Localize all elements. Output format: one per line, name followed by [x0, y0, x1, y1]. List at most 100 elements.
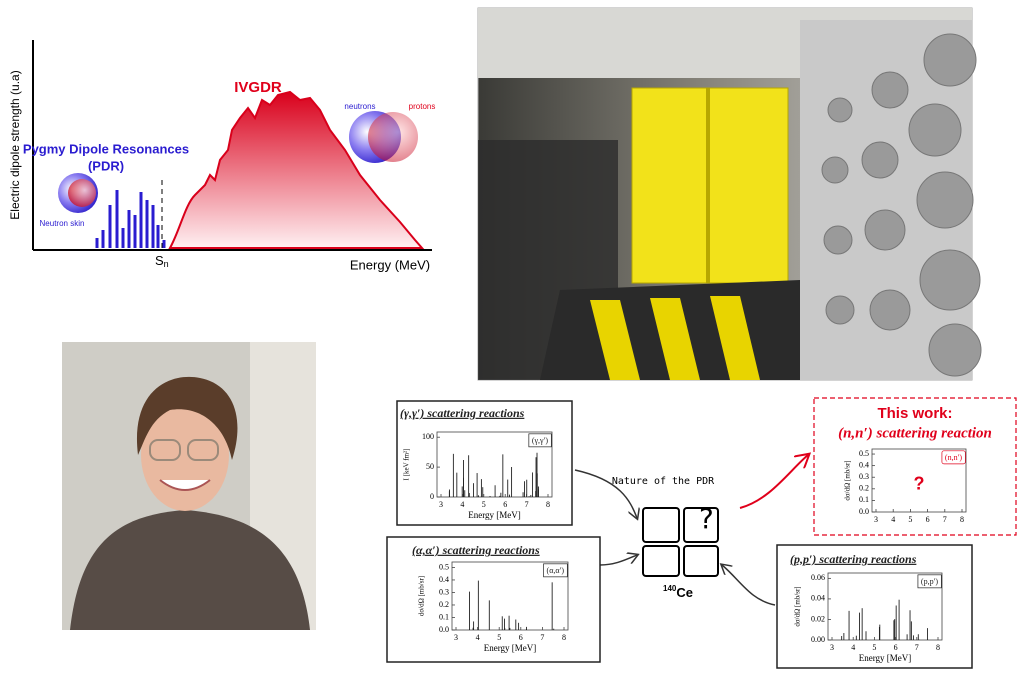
plot-frame	[871, 448, 967, 513]
pdr-label-line1: Pygmy Dipole Resonances	[23, 141, 189, 156]
protons-label: protons	[409, 102, 436, 111]
y-tick-label: 0.3	[439, 587, 449, 596]
panel-frame	[776, 544, 973, 669]
x-tick-label: 8	[562, 633, 566, 642]
reaction-panel: This work: (n,n′) scattering reaction 0.0 0…	[813, 397, 1017, 536]
panel-title: (n,n′) scattering reaction	[838, 425, 992, 441]
y-tick-label: 0.2	[439, 600, 449, 609]
y-tick-label: 100	[422, 432, 434, 441]
x-tick-label: 6	[926, 515, 930, 524]
neutrons-label: neutrons	[344, 102, 375, 111]
x-axis-label: Energy [MeV]	[468, 510, 521, 520]
y-tick-label: 0.5	[859, 449, 869, 458]
panel-tag-frame	[941, 450, 966, 465]
panel-title: (p,p′) scattering reactions	[790, 552, 917, 566]
threshold-main: S	[155, 253, 164, 268]
x-tick-label: 3	[439, 500, 443, 509]
reaction-panels: (γ,γ′) scattering reactions 0 50 100 3 4 5 6 7 8 E…	[386, 397, 1017, 669]
placeholder: ?	[914, 473, 925, 493]
threshold-label: Sn	[155, 253, 169, 269]
x-tick-label: 5	[497, 633, 501, 642]
panel-title: (α,α′) scattering reactions	[412, 543, 540, 557]
panel-frame	[386, 536, 601, 663]
x-tick-label: 3	[454, 633, 458, 642]
x-tick-label: 5	[908, 515, 912, 524]
x-axis-label: Energy [MeV]	[859, 653, 912, 663]
panel-tag-frame	[543, 563, 568, 578]
nucleus-symbol: Ce	[676, 585, 693, 600]
y-tick-label: 0.4	[439, 575, 449, 584]
x-tick-label: 7	[540, 633, 544, 642]
reaction-panel: (p,p′) scattering reactions 0.00 0.02 0.04 0…	[776, 544, 973, 669]
y-tick-label: 0.02	[811, 614, 825, 623]
panel-tag: (γ,γ′)	[532, 436, 548, 445]
pdr-figure: Electric dipole strength (u.a) Energy (M…	[8, 40, 435, 272]
portrait-photo	[62, 342, 316, 630]
y-tick-label: 0.2	[859, 484, 869, 493]
y-tick-label: 0.3	[859, 472, 869, 481]
puzzle-icon	[642, 507, 719, 577]
proton-sphere	[368, 112, 418, 162]
y-axis-label: dσ/dΩ [mb/sr]	[844, 460, 852, 500]
x-tick-label: 3	[874, 515, 878, 524]
nucleus-label: 140Ce	[663, 584, 693, 600]
x-tick-label: 4	[891, 515, 895, 524]
x-axis-label: Energy [MeV]	[484, 643, 537, 653]
pdr-label-line2: (PDR)	[88, 158, 124, 173]
panel-title: (γ,γ′) scattering reactions	[400, 406, 525, 420]
arrow-proton	[722, 565, 776, 606]
x-tick-label: 5	[482, 500, 486, 509]
panel-tag: (p,p′)	[921, 577, 938, 586]
y-tick-label: 0.1	[859, 495, 869, 504]
center-caption: Nature of the PDR	[612, 476, 715, 487]
panel-tag: (α,α′)	[547, 566, 565, 575]
x-tick-label: 8	[546, 500, 550, 509]
x-tick-label: 6	[503, 500, 507, 509]
arrow-this-work	[739, 455, 808, 509]
x-tick-label: 4	[851, 643, 855, 652]
y-axis-label: dσ/dΩ [mb/sr]	[418, 576, 426, 616]
y-tick-label: 0.1	[439, 612, 449, 621]
x-tick-label: 3	[830, 643, 834, 652]
reaction-panel: (α,α′) scattering reactions 0.0 0.1 0.2 0.3 0…	[386, 536, 601, 663]
x-axis-label: Energy (MeV)	[350, 257, 430, 272]
arrow-alpha	[599, 555, 637, 566]
puzzle-question: ?	[698, 502, 715, 535]
x-tick-label: 4	[460, 500, 464, 509]
x-tick-label: 4	[476, 633, 480, 642]
panel-tag: (n,n′)	[945, 453, 962, 462]
y-tick-label: 0.04	[811, 594, 825, 603]
core-sphere	[68, 179, 96, 207]
skin-label: Neutron skin	[40, 219, 85, 228]
plot-frame	[436, 431, 553, 498]
y-axis-label: dσ/dΩ [mb/sr]	[794, 586, 802, 626]
gdr-peak	[168, 90, 425, 249]
x-tick-label: 8	[936, 643, 940, 652]
y-tick-label: 0.4	[859, 460, 869, 469]
y-tick-label: 0.00	[811, 635, 825, 644]
x-tick-label: 8	[960, 515, 964, 524]
nucleus-mass: 140	[663, 584, 677, 593]
x-tick-label: 5	[872, 643, 876, 652]
threshold-sub: n	[164, 259, 169, 269]
x-tick-label: 7	[943, 515, 947, 524]
y-tick-label: 0.5	[439, 562, 449, 571]
panel-tag-frame	[917, 574, 942, 589]
pdr-bars	[95, 190, 166, 248]
x-tick-label: 7	[525, 500, 529, 509]
y-axis-label: I [keV fm²]	[403, 449, 411, 481]
y-axis-label: Electric dipole strength (u.a)	[8, 70, 22, 219]
y-tick-label: 0	[430, 492, 434, 501]
y-tick-label: 50	[426, 462, 434, 471]
x-tick-label: 6	[519, 633, 523, 642]
y-tick-label: 0.06	[811, 573, 825, 582]
plot-frame	[827, 572, 943, 641]
y-tick-label: 0.0	[439, 625, 449, 634]
x-tick-label: 6	[894, 643, 898, 652]
panel-frame	[396, 400, 573, 526]
y-tick-label: 0.0	[859, 507, 869, 516]
x-tick-label: 7	[915, 643, 919, 652]
gdr-label: IVGDR	[234, 79, 282, 96]
reaction-panel: (γ,γ′) scattering reactions 0 50 100 3 4 5 6 7 8 E…	[396, 400, 573, 526]
